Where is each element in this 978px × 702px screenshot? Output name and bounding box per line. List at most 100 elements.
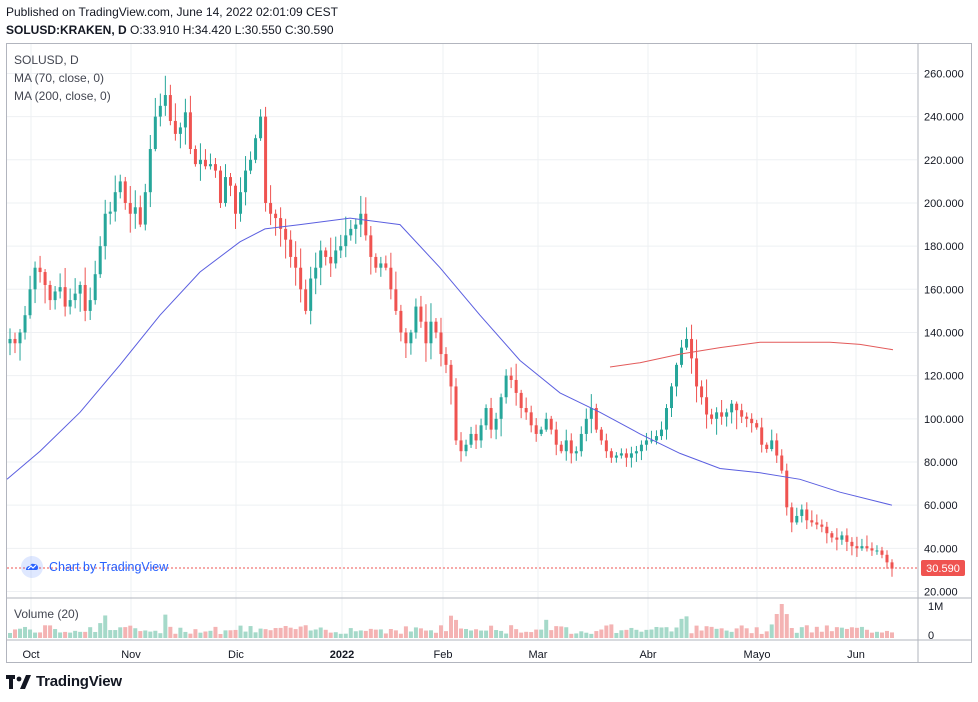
legend-ma200[interactable]: MA (200, close, 0) — [14, 89, 111, 103]
published-line: Published on TradingView.com, June 14, 2… — [6, 5, 338, 19]
volume-bar — [78, 631, 83, 638]
candle-body — [394, 289, 398, 311]
candle-body — [604, 440, 608, 452]
candle-body — [649, 440, 653, 442]
volume-bar — [614, 632, 619, 638]
candle-body — [519, 392, 523, 409]
volume-bar — [163, 614, 168, 638]
volume-bar — [814, 626, 819, 638]
volume-bar — [363, 630, 368, 638]
candle-body — [664, 408, 668, 430]
volume-bar — [443, 631, 448, 638]
candle-body — [309, 278, 313, 311]
volume-bar — [223, 630, 228, 638]
volume-bar — [589, 633, 594, 638]
candle-body — [18, 332, 22, 344]
volume-bar — [143, 630, 148, 638]
candle-body — [554, 429, 558, 445]
candle-body — [53, 291, 57, 301]
volume-bar — [844, 628, 849, 638]
low-label: L: — [234, 23, 245, 37]
volume-bar — [774, 614, 779, 638]
volume-tick-0: 0 — [928, 630, 934, 642]
volume-bar — [754, 627, 759, 638]
volume-bar — [884, 630, 889, 638]
volume-bar — [23, 626, 28, 638]
volume-bar — [834, 627, 839, 638]
volume-bar — [574, 633, 579, 638]
candle-body — [339, 246, 343, 251]
candle-body — [198, 159, 202, 165]
volume-bar — [539, 629, 544, 638]
candle-body — [755, 423, 759, 428]
volume-bar — [804, 625, 809, 638]
price-tick: 20.000 — [924, 587, 958, 599]
price-tick: 260.000 — [924, 68, 964, 80]
candle-body — [680, 347, 684, 365]
volume-bar — [128, 625, 133, 638]
price-tick: 40.000 — [924, 543, 958, 555]
volume-bar — [469, 630, 474, 638]
candle-body — [98, 246, 102, 275]
price-tick: 80.000 — [924, 457, 958, 469]
volume-bar — [133, 628, 138, 638]
candle-body — [133, 207, 137, 214]
volume-bar — [408, 631, 413, 638]
candle-body — [654, 436, 658, 441]
volume-bar — [809, 632, 814, 638]
volume-bar — [584, 632, 589, 638]
volume-bar — [724, 630, 729, 638]
footer-brand[interactable]: TradingView — [6, 673, 122, 690]
candle-body — [589, 408, 593, 419]
candle-body — [128, 202, 132, 214]
volume-bar — [524, 631, 529, 638]
candle-body — [634, 451, 638, 454]
volume-bar — [744, 628, 749, 638]
volume-bar — [484, 630, 489, 638]
candle-body — [685, 338, 689, 348]
candle-body — [364, 213, 368, 236]
candle-body — [890, 562, 894, 569]
volume-bar — [859, 626, 864, 638]
legend-symbol[interactable]: SOLUSD, D — [14, 53, 79, 67]
volume-bar — [544, 619, 549, 638]
candle-body — [700, 386, 704, 398]
legend-volume[interactable]: Volume (20) — [14, 607, 79, 621]
chart-watermark[interactable]: Chart by TradingView — [21, 556, 168, 578]
volume-bar — [709, 626, 714, 638]
candle-body — [745, 416, 749, 419]
volume-bar — [178, 627, 183, 638]
candle-body — [740, 410, 744, 417]
price-tick: 100.000 — [924, 414, 964, 426]
volume-bar — [98, 623, 103, 638]
volume-bar — [694, 625, 699, 638]
candle-body — [424, 321, 428, 344]
volume-bar — [383, 633, 388, 638]
candle-body — [143, 192, 147, 225]
volume-bar — [784, 614, 789, 638]
volume-bar — [499, 630, 504, 638]
volume-bar — [318, 627, 323, 638]
candle-body — [108, 211, 112, 214]
candle-body — [619, 453, 623, 456]
candle-body — [479, 425, 483, 441]
candle-body — [449, 364, 453, 387]
volume-bar — [198, 632, 203, 638]
volume-bar — [749, 633, 754, 638]
candle-body — [544, 418, 548, 430]
candle-body — [148, 149, 152, 193]
volume-tick-1m: 1M — [928, 601, 943, 613]
open-value: 33.910 — [142, 23, 180, 37]
candle-body — [725, 412, 729, 417]
candle-body — [173, 120, 177, 134]
price-axis: 260.000 240.000 220.000 200.000 180.000 160.0… — [924, 68, 964, 598]
volume-bar — [93, 631, 98, 638]
candle-body — [614, 455, 618, 458]
volume-bar — [418, 628, 423, 638]
volume-bar — [669, 631, 674, 638]
volume-bar — [554, 626, 559, 638]
candle-body — [690, 338, 694, 359]
candle-body — [369, 235, 373, 257]
legend-ma70[interactable]: MA (70, close, 0) — [14, 71, 105, 85]
